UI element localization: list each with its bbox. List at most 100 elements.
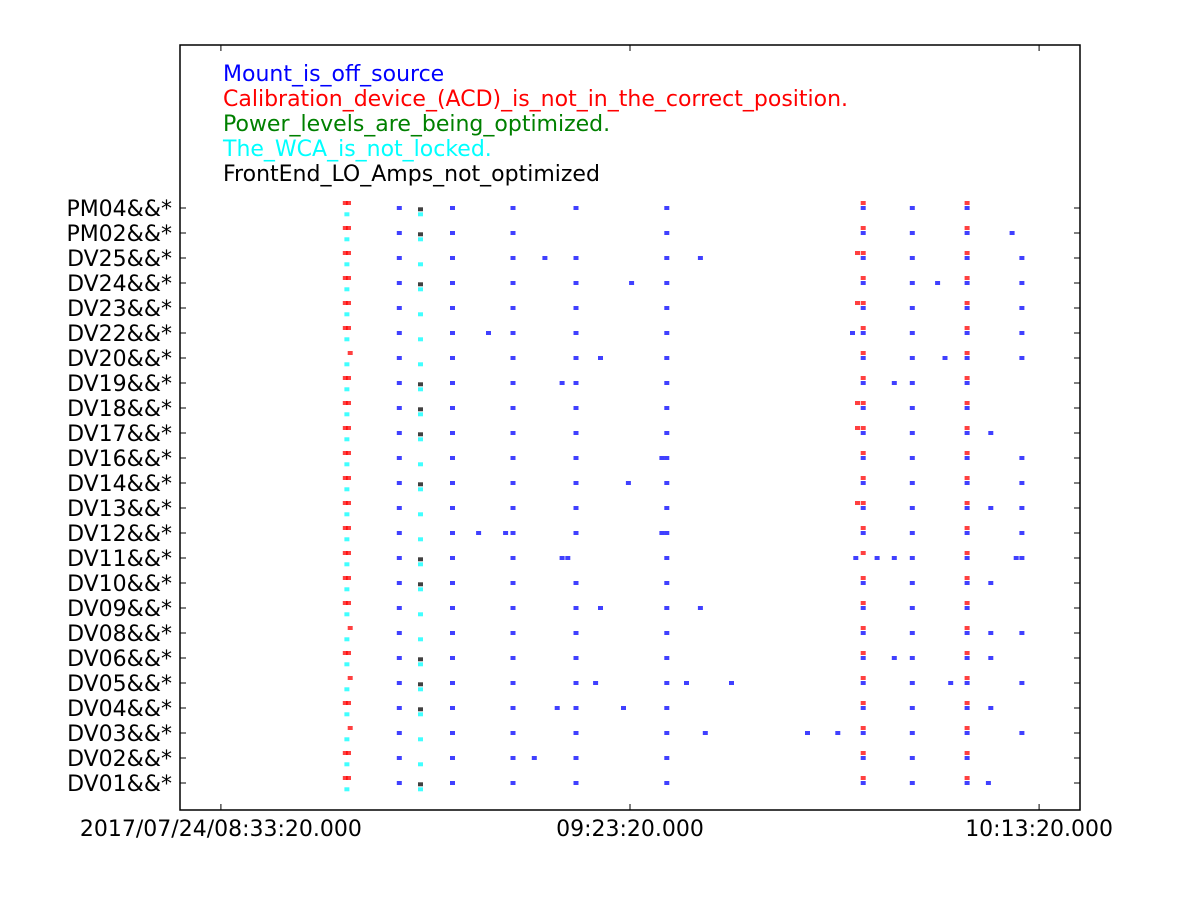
data-point: [964, 526, 970, 530]
data-point: [418, 587, 423, 592]
data-point: [664, 256, 670, 260]
data-point: [418, 637, 423, 642]
data-point: [964, 381, 970, 385]
data-point: [510, 606, 516, 610]
data-point: [909, 731, 915, 735]
data-point: [891, 381, 897, 385]
data-point: [342, 526, 348, 530]
data-point: [346, 701, 351, 705]
data-point: [860, 756, 866, 760]
data-point: [346, 501, 351, 505]
data-point: [344, 287, 350, 292]
data-point: [450, 706, 455, 710]
data-point: [964, 281, 970, 285]
data-point: [664, 606, 670, 610]
data-point: [664, 706, 670, 710]
data-point: [860, 681, 866, 685]
data-point: [860, 731, 866, 735]
data-point: [418, 687, 423, 692]
data-point: [346, 526, 351, 530]
y-tick-label: DV03&&*: [67, 722, 172, 747]
data-point: [860, 376, 866, 380]
data-point: [664, 781, 670, 785]
data-point: [909, 306, 915, 310]
data-point: [396, 456, 402, 460]
data-point: [909, 706, 915, 710]
data-point: [573, 631, 579, 635]
data-point: [855, 301, 860, 305]
data-point: [573, 731, 579, 735]
data-point: [860, 356, 866, 360]
data-point: [344, 662, 350, 667]
data-point: [964, 451, 970, 455]
data-point: [531, 756, 537, 760]
data-point: [573, 356, 579, 360]
data-point: [347, 351, 353, 355]
y-axis: DV01&&*DV02&&*DV03&&*DV04&&*DV05&&*DV06&…: [66, 197, 1080, 797]
data-point: [342, 601, 348, 605]
data-point: [346, 201, 351, 205]
data-point: [346, 326, 351, 330]
data-point: [396, 256, 402, 260]
data-point: [418, 362, 423, 367]
data-point: [964, 576, 970, 580]
data-point: [342, 401, 348, 405]
data-point: [396, 606, 402, 610]
data-point: [1019, 306, 1025, 310]
y-tick-label: PM04&&*: [66, 197, 172, 222]
data-point: [346, 376, 351, 380]
data-point: [450, 731, 455, 735]
y-tick-label: DV23&&*: [67, 297, 172, 322]
legend-entry: Mount_is_off_source: [223, 62, 444, 87]
data-point: [664, 356, 670, 360]
data-point: [664, 381, 670, 385]
data-point: [396, 756, 402, 760]
data-point: [342, 251, 348, 255]
data-point: [860, 751, 866, 755]
data-point: [860, 706, 866, 710]
data-point: [418, 512, 423, 517]
data-point: [396, 781, 402, 785]
data-point: [418, 337, 423, 342]
data-point: [418, 612, 423, 617]
data-point: [860, 401, 866, 405]
data-point: [874, 556, 880, 560]
data-point: [573, 306, 579, 310]
data-point: [664, 556, 670, 560]
data-point: [418, 207, 423, 212]
data-point: [347, 726, 353, 730]
data-point: [573, 606, 579, 610]
data-point: [855, 501, 860, 505]
data-point: [988, 706, 994, 710]
data-point: [860, 231, 866, 235]
data-point: [1019, 556, 1025, 560]
data-point: [559, 556, 565, 560]
data-point: [450, 606, 455, 610]
y-tick-label: DV08&&*: [67, 622, 172, 647]
data-point: [964, 631, 970, 635]
legend-entry: The_WCA_is_not_locked.: [222, 137, 492, 162]
data-point: [964, 601, 970, 605]
data-point: [418, 412, 423, 417]
data-point: [860, 256, 866, 260]
data-point: [450, 206, 455, 210]
data-point: [964, 781, 970, 785]
data-point: [418, 537, 423, 542]
data-point: [664, 681, 670, 685]
y-tick-label: DV20&&*: [67, 347, 172, 372]
data-point: [346, 776, 351, 780]
data-point: [510, 706, 516, 710]
data-point: [346, 551, 351, 555]
data-point: [396, 406, 402, 410]
data-point: [396, 331, 402, 335]
data-point: [860, 451, 866, 455]
data-point: [344, 437, 350, 442]
data-point: [396, 231, 402, 235]
data-point: [573, 281, 579, 285]
data-point: [342, 426, 348, 430]
x-tick-label: 10:13:20.000: [965, 817, 1113, 842]
data-point: [964, 331, 970, 335]
data-point: [664, 281, 670, 285]
y-tick-label: DV05&&*: [67, 672, 172, 697]
data-point: [344, 712, 350, 717]
